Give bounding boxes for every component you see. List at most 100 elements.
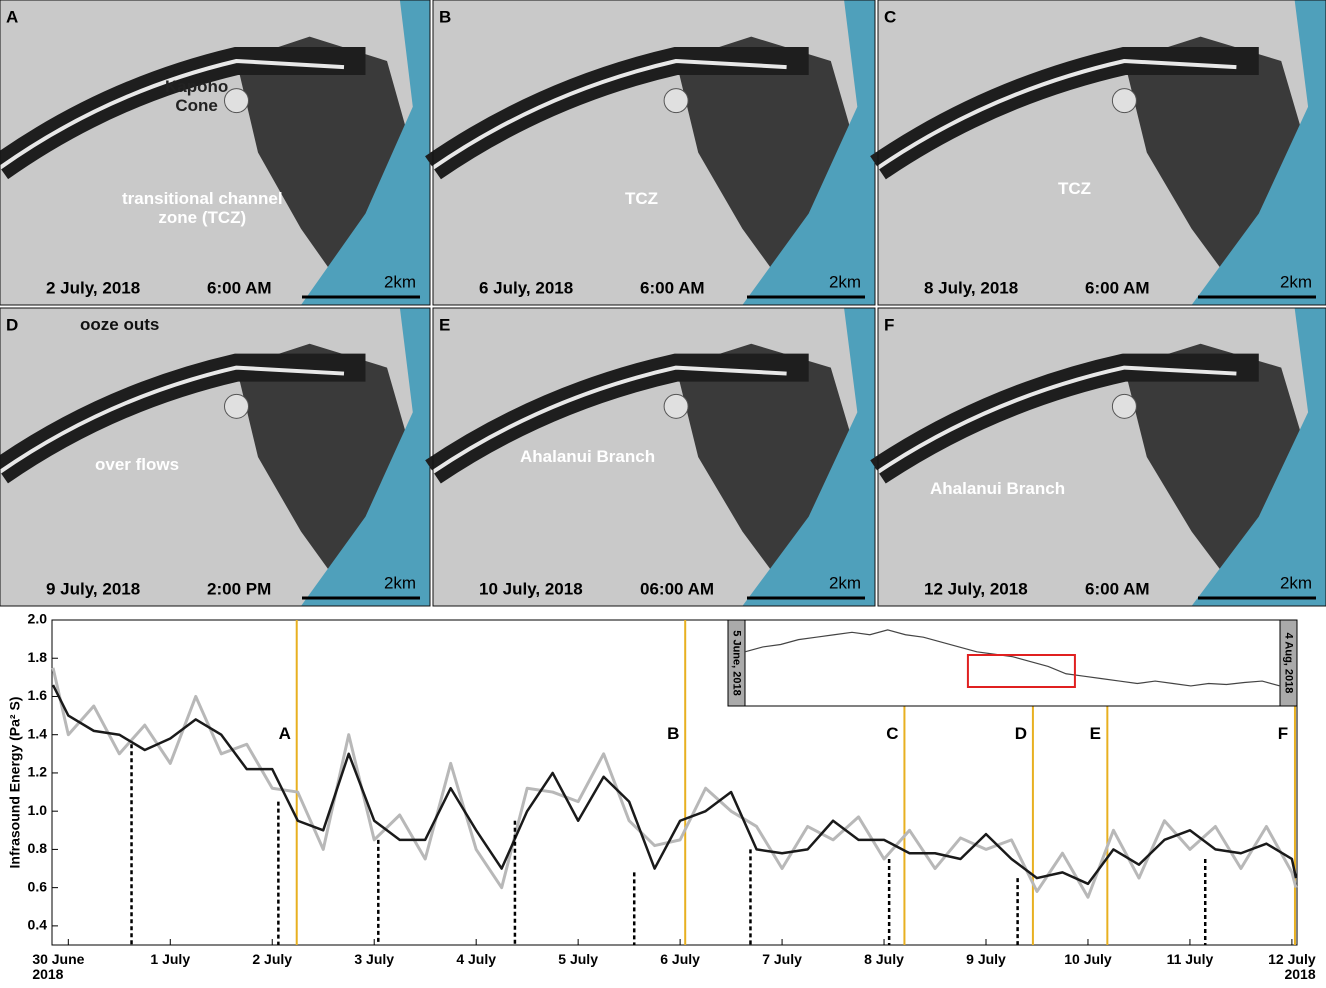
panel-date: 9 July, 2018 <box>46 579 140 598</box>
ocean <box>1191 308 1326 606</box>
inset-start-box <box>727 619 746 707</box>
x-tick-label: 2 July <box>252 951 293 967</box>
y-axis-title: Infrasound Energy (Pa² S) <box>7 697 23 869</box>
scale-label: 2km <box>829 573 861 592</box>
panel-time: 6:00 AM <box>640 278 705 297</box>
panel-letter: D <box>6 315 18 334</box>
panel-border <box>877 307 1326 607</box>
panel-border <box>877 0 1326 306</box>
map-panel: 2km B 6 July, 2018 6:00 AM <box>425 0 876 306</box>
y-tick-label: 1.0 <box>28 802 48 818</box>
map-annotation: ooze outs <box>80 315 160 334</box>
x-tick-label: 10 July <box>1064 951 1112 967</box>
cone <box>224 393 249 419</box>
map-annotation: Ahalanui Branch <box>930 479 1066 498</box>
channel-flow <box>0 58 345 170</box>
inset-end-box <box>1279 619 1298 707</box>
map-panel: 2km A 2 July, 2018 6:00 AM <box>0 0 431 306</box>
snapshot-label: B <box>667 724 679 743</box>
snapshot-label: C <box>886 724 898 743</box>
map-annotation: TCZ <box>625 189 659 208</box>
y-tick-label: 0.6 <box>28 878 48 894</box>
y-tick-label: 1.6 <box>28 687 48 703</box>
x-tick-label: 12 July 2018 <box>1268 951 1316 983</box>
scale-label: 2km <box>1280 573 1312 592</box>
panel-date: 12 July, 2018 <box>924 579 1028 598</box>
map-annotation: transitional channel zone (TCZ) <box>122 189 283 227</box>
y-tick-label: 0.4 <box>28 917 48 933</box>
panel-letter: F <box>884 315 894 334</box>
ocean <box>742 0 875 305</box>
channel-flow <box>876 58 1237 170</box>
inset-line <box>744 629 1281 687</box>
cone <box>1111 88 1137 114</box>
map-panel: 2km F 12 July, 2018 6:00 AM <box>870 307 1326 607</box>
snapshot-label: E <box>1090 724 1101 743</box>
x-tick-label: 4 July <box>456 951 497 967</box>
inset-frame <box>727 619 1298 707</box>
y-tick-label: 0.8 <box>28 840 48 856</box>
x-tick-label: 30 June 2018 <box>32 951 85 983</box>
panel-border <box>432 307 876 607</box>
series-line <box>51 667 1298 899</box>
ocean <box>301 308 430 606</box>
panel-letter: E <box>439 315 450 334</box>
y-tick-label: 1.4 <box>28 725 48 741</box>
scale-label: 2km <box>384 272 416 291</box>
map-annotation: TCZ <box>1058 179 1092 198</box>
inset-start-label: 5 June, 2018 <box>731 630 743 695</box>
panel-time: 06:00 AM <box>640 579 714 598</box>
y-tick-label: 1.8 <box>28 649 48 665</box>
panel-time: 6:00 AM <box>207 278 272 297</box>
panel-date: 6 July, 2018 <box>479 278 573 297</box>
channel-flow <box>0 365 345 474</box>
channel-flow <box>431 58 787 170</box>
snapshot-label: F <box>1278 724 1288 743</box>
map-annotation: Kapoho Cone <box>165 77 229 115</box>
y-tick-label: 1.2 <box>28 764 48 780</box>
inset-highlight <box>966 654 1076 688</box>
y-tick-label: 2.0 <box>28 611 48 627</box>
snapshot-label: D <box>1015 724 1027 743</box>
cone <box>663 88 689 114</box>
panel-date: 10 July, 2018 <box>479 579 583 598</box>
x-tick-label: 1 July <box>150 951 191 967</box>
x-tick-label: 8 July <box>864 951 904 967</box>
panel-time: 6:00 AM <box>1085 579 1150 598</box>
map-panel: 2km E 10 July, 2018 06:00 AM <box>425 307 876 607</box>
ocean <box>301 0 430 305</box>
scale-label: 2km <box>829 272 861 291</box>
x-tick-label: 7 July <box>762 951 802 967</box>
channel-flow <box>431 365 787 474</box>
map-annotation: Ahalanui Branch <box>520 447 656 466</box>
panel-date: 2 July, 2018 <box>46 278 140 297</box>
inset-end-label: 4 Aug, 2018 <box>1283 633 1295 694</box>
snapshot-label: A <box>279 724 291 743</box>
scale-label: 2km <box>1280 272 1312 291</box>
series-line <box>51 684 1298 886</box>
panel-border <box>0 0 431 306</box>
panel-letter: C <box>884 7 896 26</box>
x-tick-label: 5 July <box>558 951 598 967</box>
panel-time: 6:00 AM <box>1085 278 1150 297</box>
channel-flow <box>876 365 1237 474</box>
scale-label: 2km <box>384 573 416 592</box>
map-panel: 2km D 9 July, 2018 2:00 PM <box>0 307 431 607</box>
x-tick-label: 3 July <box>354 951 395 967</box>
x-tick-label: 6 July <box>660 951 700 967</box>
panel-letter: B <box>439 7 451 26</box>
cone <box>1111 393 1137 419</box>
cone <box>663 393 689 419</box>
x-tick-label: 9 July <box>966 951 1006 967</box>
panel-time: 2:00 PM <box>207 579 271 598</box>
cone <box>224 88 249 114</box>
panel-letter: A <box>6 7 18 26</box>
ocean <box>1191 0 1326 305</box>
map-panel: 2km C 8 July, 2018 6:00 AM <box>870 0 1326 306</box>
map-annotation: over flows <box>95 455 180 474</box>
panel-border <box>0 307 431 607</box>
panel-date: 8 July, 2018 <box>924 278 1018 297</box>
ocean <box>742 308 875 606</box>
